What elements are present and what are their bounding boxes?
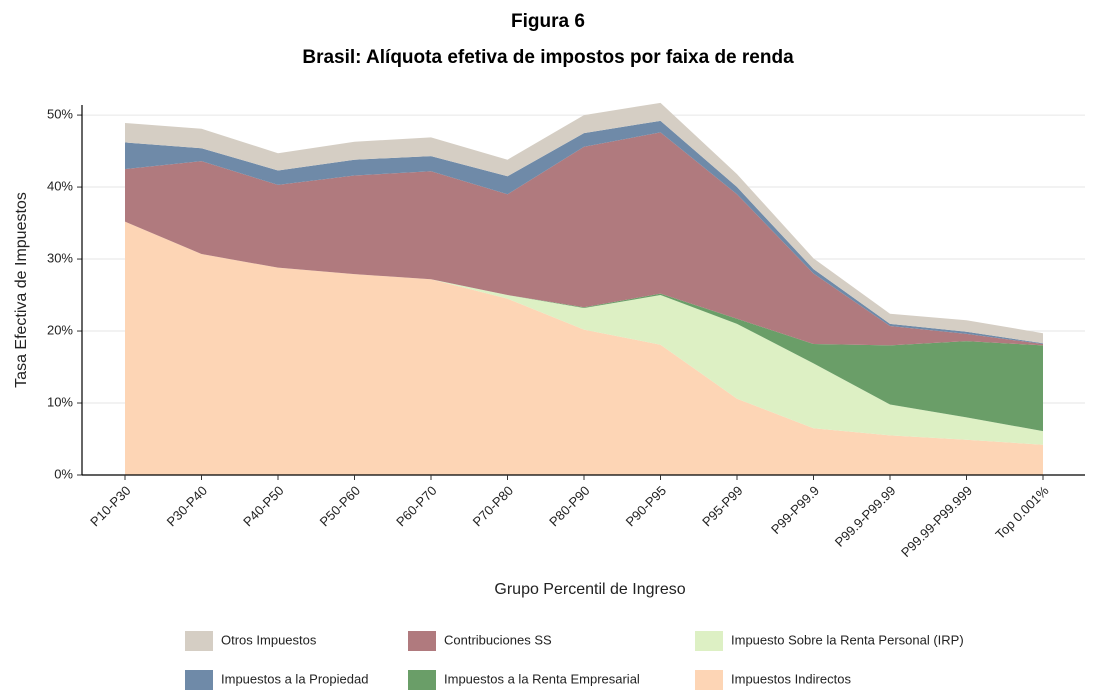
y-tick-label: 30% <box>47 250 73 265</box>
x-tick-label: P50-P60 <box>317 483 363 529</box>
x-tick-label: P70-P80 <box>470 483 516 529</box>
area <box>125 221 1043 445</box>
y-axis-title: Tasa Efectiva de Impuestos <box>13 192 30 388</box>
legend-swatch <box>408 631 436 651</box>
x-tick-label: P40-P50 <box>240 483 286 529</box>
chart-subtitle: Brasil: Alíquota efetiva de impostos por… <box>302 47 794 68</box>
legend-label: Contribuciones SS <box>444 632 552 647</box>
x-tick-label: P99.9-P99.99 <box>832 483 899 550</box>
x-tick-label: P95-P99 <box>699 483 745 529</box>
x-tick-label: P99-P99.9 <box>768 483 822 537</box>
y-tick-label: 0% <box>54 466 73 481</box>
x-tick-label: P90-P95 <box>623 483 669 529</box>
area <box>125 132 1043 346</box>
area <box>125 221 1043 432</box>
legend-swatch <box>695 670 723 690</box>
legend-label: Otros Impuestos <box>221 632 317 647</box>
x-tick-label: P99.99-P99.999 <box>898 483 975 560</box>
y-tick-label: 50% <box>47 107 73 122</box>
legend-label: Impuesto Sobre la Renta Personal (IRP) <box>731 632 964 647</box>
legend-swatch <box>185 670 213 690</box>
x-tick-label: P30-P40 <box>164 483 210 529</box>
legend-label: Impuestos a la Renta Empresarial <box>444 671 640 686</box>
y-tick-label: 20% <box>47 322 73 337</box>
x-tick-label: P60-P70 <box>393 483 439 529</box>
legend-swatch <box>185 631 213 651</box>
x-tick-label: P80-P90 <box>546 483 592 529</box>
x-tick-label: P10-P30 <box>87 483 133 529</box>
y-tick-label: 10% <box>47 394 73 409</box>
x-axis-title: Grupo Percentil de Ingreso <box>494 581 685 598</box>
legend-swatch <box>695 631 723 651</box>
legend-label: Impuestos a la Propiedad <box>221 671 368 686</box>
area <box>125 221 1043 475</box>
legend-label: Impuestos Indirectos <box>731 671 851 686</box>
area <box>125 102 1043 344</box>
legend-swatch <box>408 670 436 690</box>
x-tick-label: Top 0.001% <box>992 483 1051 542</box>
y-tick-label: 40% <box>47 178 73 193</box>
chart-title: Figura 6 <box>511 11 585 32</box>
